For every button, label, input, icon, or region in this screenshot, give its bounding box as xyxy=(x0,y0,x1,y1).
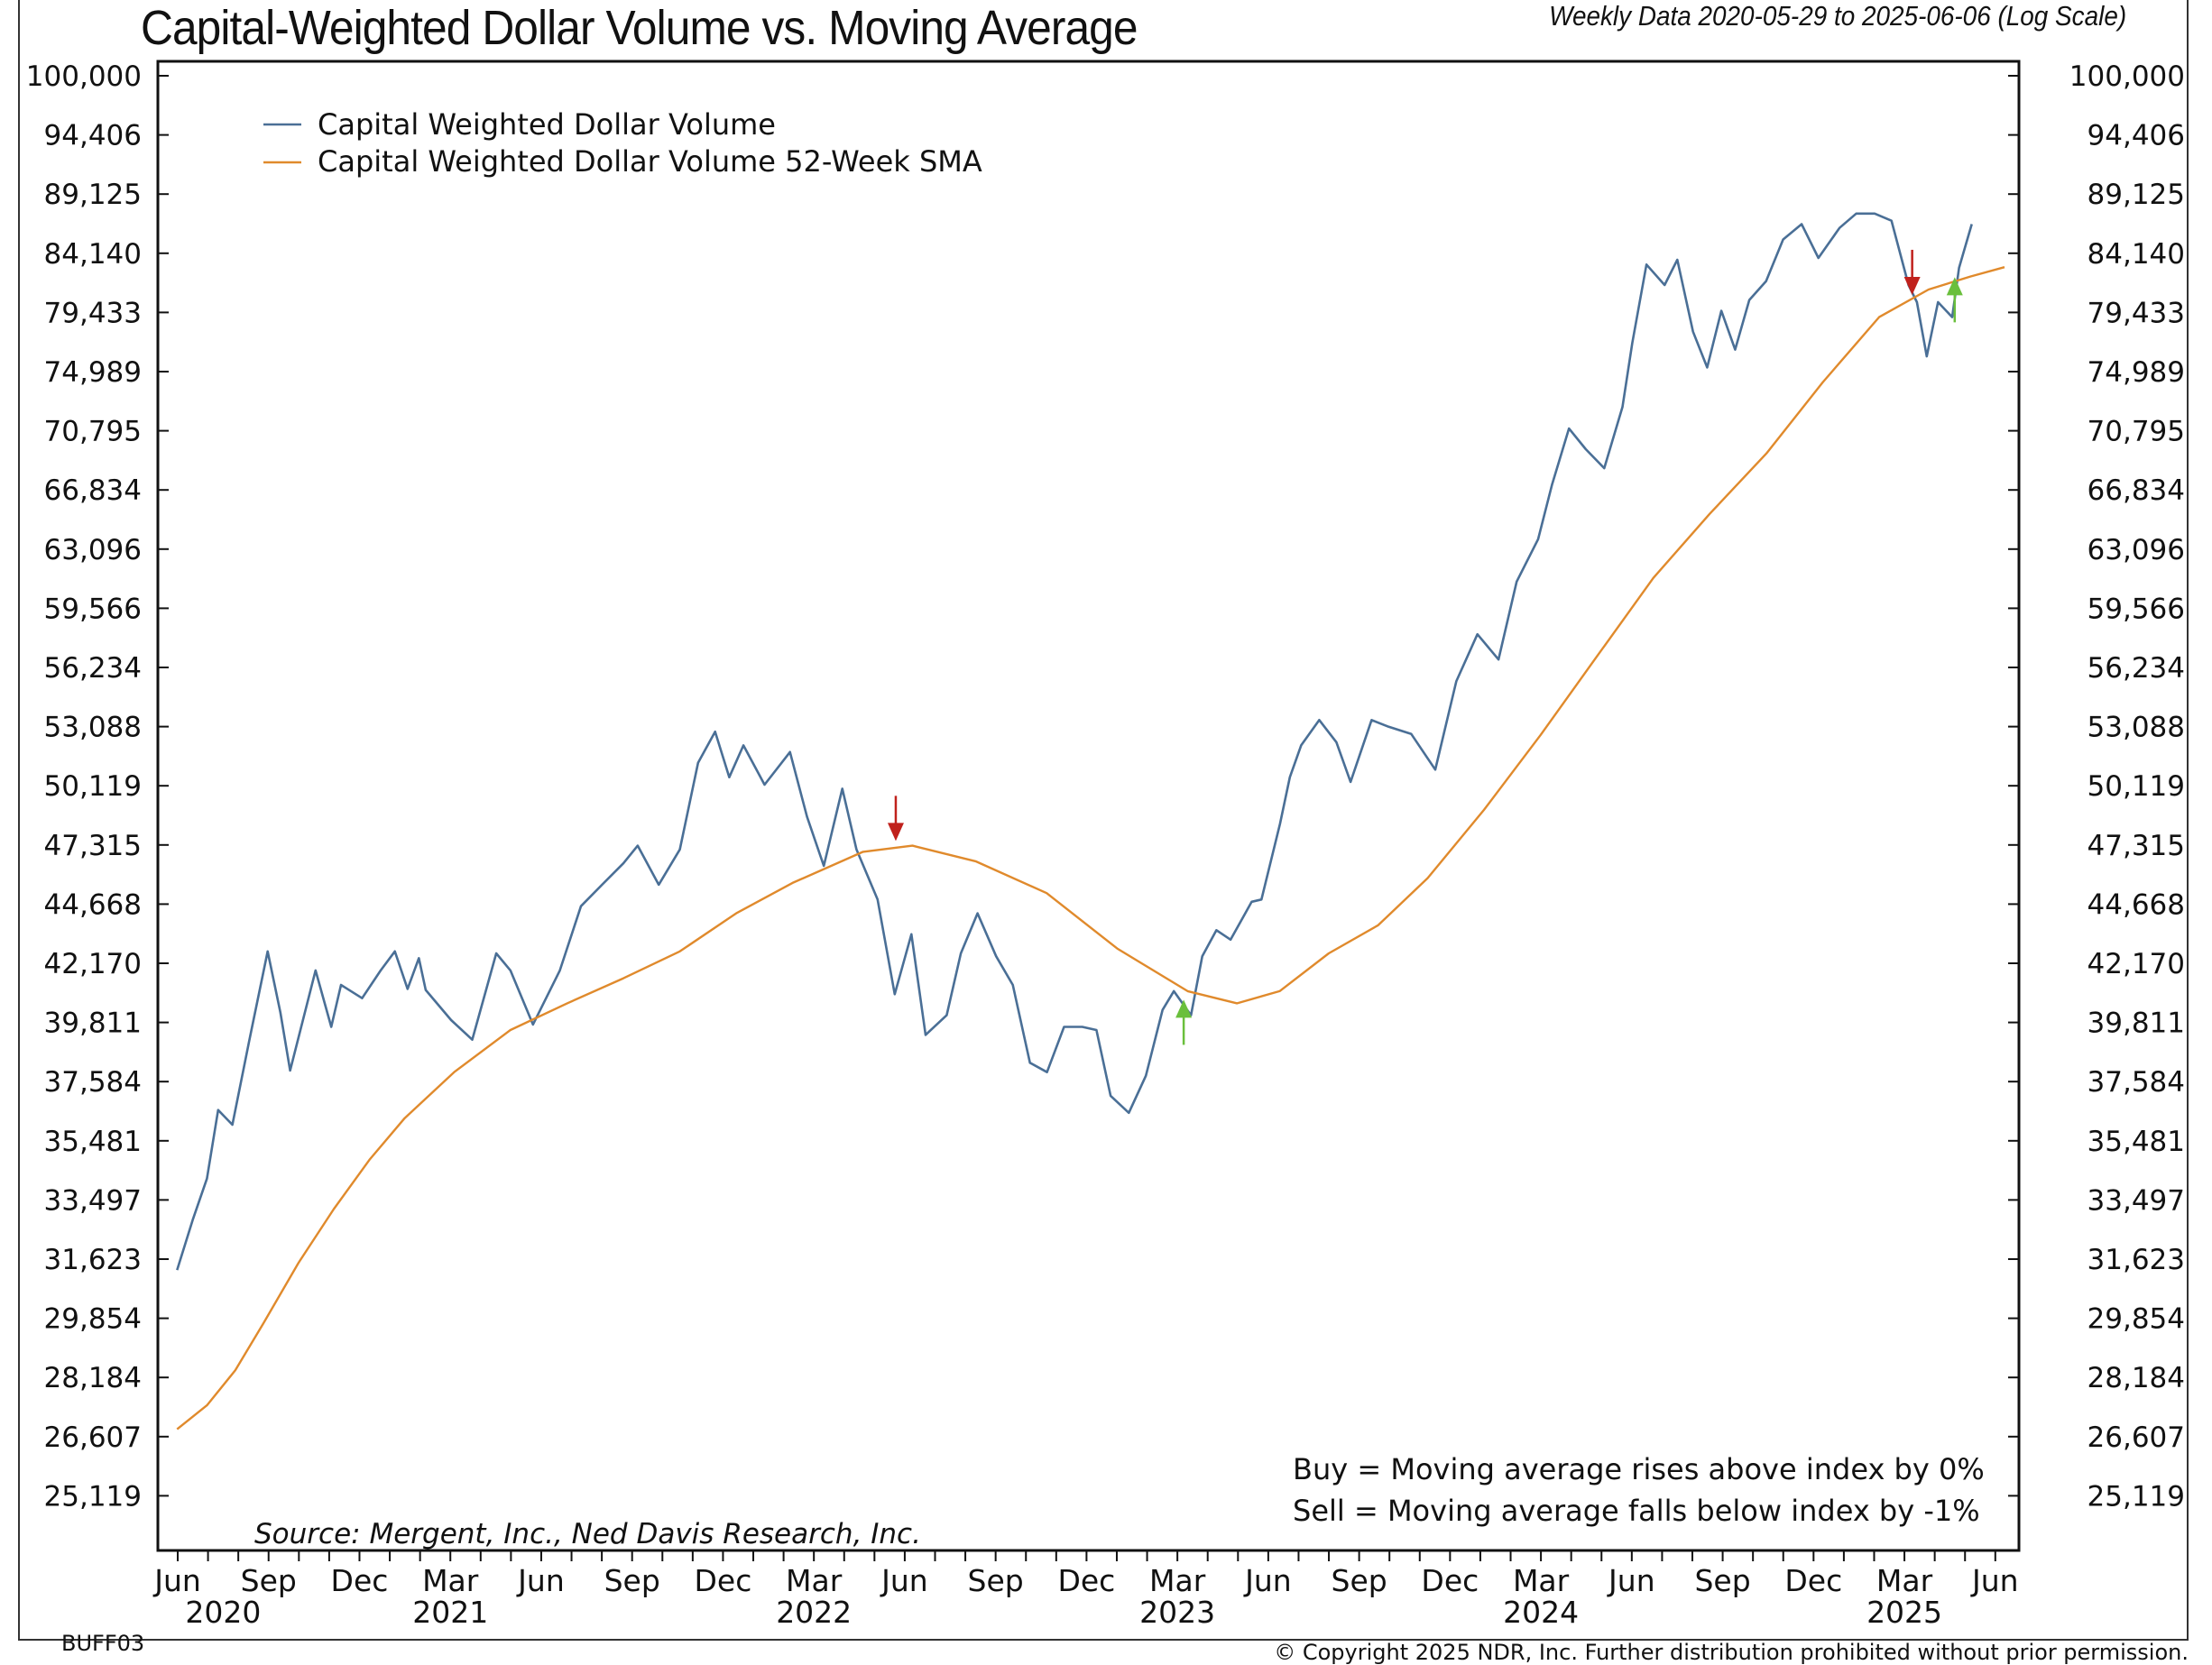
y-tick-label-left: 89,125 xyxy=(44,179,142,211)
y-tick-label-left: 29,854 xyxy=(44,1303,142,1336)
y-tick-label-left: 39,811 xyxy=(44,1007,142,1040)
signal-layer xyxy=(888,250,1963,1044)
legend: Capital Weighted Dollar Volume Capital W… xyxy=(263,107,982,179)
x-tick-label: Jun xyxy=(1607,1563,1655,1598)
x-tick-label: Jun xyxy=(1970,1563,2019,1598)
x-tick-label: Jun xyxy=(1243,1563,1292,1598)
y-tick-label-right: 25,119 xyxy=(2088,1480,2185,1513)
y-tick-label-right: 33,497 xyxy=(2088,1184,2185,1217)
y-tick-label-right: 44,668 xyxy=(2088,888,2185,921)
y-tick-label-right: 63,096 xyxy=(2088,534,2185,566)
y-tick-label-left: 42,170 xyxy=(44,948,142,980)
y-tick-label-right: 84,140 xyxy=(2088,238,2185,271)
x-year-label: 2022 xyxy=(776,1595,852,1630)
y-tick-label-left: 33,497 xyxy=(44,1184,142,1217)
x-tick-label: Sep xyxy=(1694,1563,1750,1598)
x-axis: Jun Sep Dec Mar Jun Sep Dec Mar Jun Sep Dec Mar Jun S… xyxy=(152,1550,2018,1630)
buy-rule-note: Buy = Moving average rises above index b… xyxy=(1293,1452,1985,1486)
plot-area xyxy=(158,61,2019,1550)
y-tick-label-right: 53,088 xyxy=(2088,712,2185,744)
y-tick-label-right: 50,119 xyxy=(2088,770,2185,803)
x-tick-label: Jun xyxy=(880,1563,928,1598)
buy-signal-arrow xyxy=(1175,999,1192,1044)
y-tick-label-right: 94,406 xyxy=(2088,120,2185,152)
y-tick-label-left: 74,989 xyxy=(44,356,142,389)
y-tick-label-right: 39,811 xyxy=(2088,1007,2185,1040)
y-tick-label-left: 63,096 xyxy=(44,534,142,566)
y-axis-left: 100,000 94,406 89,125 84,140 79,433 74,989 70,… xyxy=(26,60,169,1513)
y-tick-label-right: 31,623 xyxy=(2088,1244,2185,1276)
y-tick-label-right: 66,834 xyxy=(2088,474,2185,507)
x-tick-label: Sep xyxy=(1332,1563,1387,1598)
y-tick-label-right: 35,481 xyxy=(2088,1126,2185,1158)
y-tick-label-right: 28,184 xyxy=(2088,1362,2185,1394)
x-tick-label: Mar xyxy=(1513,1563,1570,1598)
series-layer xyxy=(177,214,2005,1430)
y-tick-label-left: 50,119 xyxy=(44,770,142,803)
legend-label-sma: Capital Weighted Dollar Volume 52-Week S… xyxy=(318,144,982,179)
y-tick-label-right: 29,854 xyxy=(2088,1303,2185,1336)
y-axis-right: 100,000 94,406 89,125 84,140 79,433 74,989 70,… xyxy=(2008,60,2185,1513)
x-tick-label: Dec xyxy=(1784,1563,1842,1598)
y-tick-label-right: 47,315 xyxy=(2088,830,2185,862)
x-year-label: 2020 xyxy=(185,1595,261,1630)
y-tick-label-left: 44,668 xyxy=(44,888,142,921)
series-line-sma xyxy=(177,267,2005,1429)
x-tick-label: Jun xyxy=(516,1563,565,1598)
y-tick-label-left: 47,315 xyxy=(44,830,142,862)
x-tick-label: Sep xyxy=(968,1563,1024,1598)
y-tick-label-left: 66,834 xyxy=(44,474,142,507)
copyright-notice: © Copyright 2025 NDR, Inc. Further distr… xyxy=(1274,1640,2189,1665)
source-note: Source: Mergent, Inc., Ned Davis Researc… xyxy=(254,1518,921,1550)
y-tick-label-left: 37,584 xyxy=(44,1066,142,1099)
x-tick-label: Mar xyxy=(422,1563,479,1598)
sell-signal-arrow xyxy=(1904,250,1921,295)
sell-rule-note: Sell = Moving average falls below index … xyxy=(1293,1494,1980,1528)
y-tick-label-left: 56,234 xyxy=(44,652,142,685)
y-tick-label-left: 31,623 xyxy=(44,1244,142,1276)
x-tick-label: Mar xyxy=(1876,1563,1933,1598)
y-tick-label-right: 100,000 xyxy=(2069,60,2185,93)
x-year-label: 2024 xyxy=(1503,1595,1579,1630)
x-tick-label: Jun xyxy=(152,1563,201,1598)
y-tick-label-left: 84,140 xyxy=(44,238,142,271)
y-tick-label-left: 53,088 xyxy=(44,712,142,744)
y-tick-label-left: 35,481 xyxy=(44,1126,142,1158)
y-tick-label-right: 37,584 xyxy=(2088,1066,2185,1099)
y-tick-label-right: 59,566 xyxy=(2088,593,2185,625)
y-tick-label-right: 74,989 xyxy=(2088,356,2185,389)
x-tick-label: Dec xyxy=(331,1563,389,1598)
y-tick-label-right: 56,234 xyxy=(2088,652,2185,685)
chart-id: BUFF03 xyxy=(61,1631,144,1656)
series-line-index xyxy=(177,214,1971,1270)
x-tick-label: Sep xyxy=(604,1563,660,1598)
y-tick-label-left: 94,406 xyxy=(44,120,142,152)
y-tick-label-left: 25,119 xyxy=(44,1480,142,1513)
x-year-label: 2025 xyxy=(1866,1595,1942,1630)
y-tick-label-left: 79,433 xyxy=(44,297,142,329)
x-tick-label: Dec xyxy=(1421,1563,1479,1598)
y-tick-label-right: 79,433 xyxy=(2088,297,2185,329)
y-tick-label-right: 70,795 xyxy=(2088,416,2185,448)
x-tick-label: Dec xyxy=(695,1563,752,1598)
sell-signal-arrow xyxy=(888,796,904,841)
x-tick-label: Dec xyxy=(1057,1563,1115,1598)
x-year-label: 2021 xyxy=(412,1595,488,1630)
y-tick-label-left: 59,566 xyxy=(44,593,142,625)
x-tick-label: Sep xyxy=(241,1563,297,1598)
y-tick-label-right: 26,607 xyxy=(2088,1421,2185,1454)
y-tick-label-left: 26,607 xyxy=(44,1421,142,1454)
x-tick-label: Mar xyxy=(786,1563,843,1598)
y-tick-label-left: 28,184 xyxy=(44,1362,142,1394)
y-tick-label-right: 42,170 xyxy=(2088,948,2185,980)
y-tick-label-left: 100,000 xyxy=(26,60,142,93)
y-tick-label-right: 89,125 xyxy=(2088,179,2185,211)
x-year-label: 2023 xyxy=(1139,1595,1215,1630)
y-tick-label-left: 70,795 xyxy=(44,416,142,448)
legend-label-index: Capital Weighted Dollar Volume xyxy=(318,107,776,142)
x-tick-label: Mar xyxy=(1149,1563,1206,1598)
